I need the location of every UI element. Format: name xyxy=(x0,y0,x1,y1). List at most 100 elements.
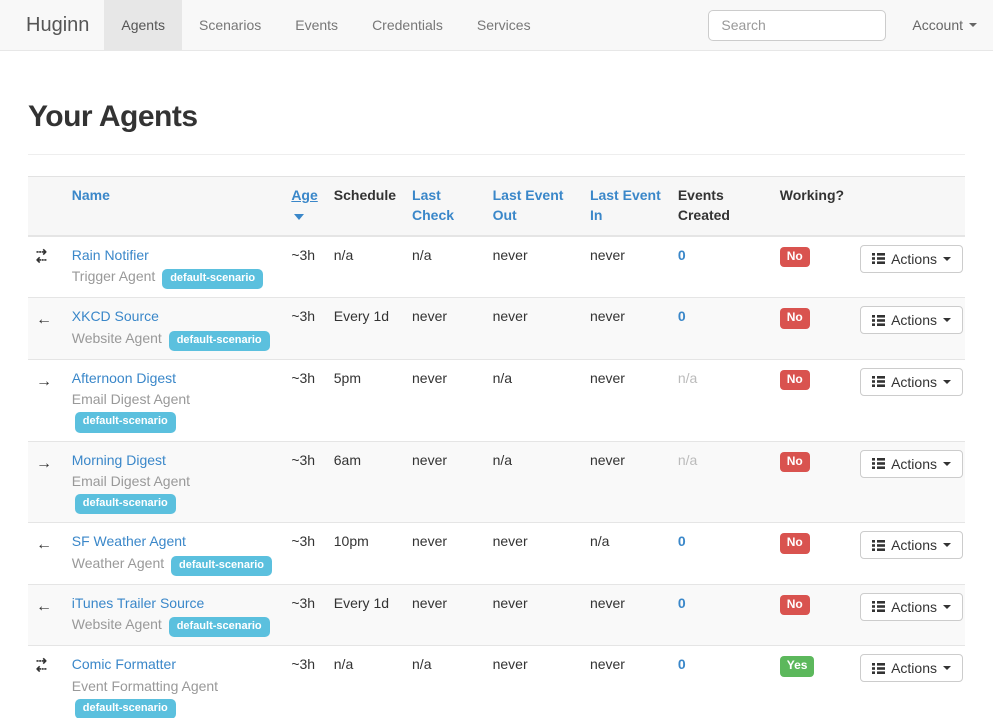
agent-name-link[interactable]: Comic Formatter xyxy=(71,656,176,673)
navbar: Huginn Agents Scenarios Events Credentials S… xyxy=(0,0,993,51)
actions-button[interactable]: Actions xyxy=(860,244,963,273)
agent-type-label: Email Digest Agent xyxy=(71,391,191,408)
last-event-in-cell: never xyxy=(581,440,670,523)
scenario-badge[interactable]: default-scenario xyxy=(74,494,176,515)
schedule-cell: 6am xyxy=(325,440,405,523)
right-arrow-icon: → xyxy=(36,454,52,472)
last-check-cell: n/a xyxy=(412,246,432,263)
schedule-cell: Every 1d xyxy=(325,297,405,360)
nav-tab-scenarios[interactable]: Scenarios xyxy=(198,17,262,33)
scenario-badge[interactable]: default-scenario xyxy=(74,698,176,718)
events-created-link[interactable]: 0 xyxy=(677,594,686,611)
direction-cell: ⇢ ⇠ xyxy=(28,236,64,298)
last-event-in-cell: never xyxy=(581,297,670,360)
actions-label: Actions xyxy=(891,250,937,267)
sort-link[interactable]: Last Event In xyxy=(589,187,661,223)
last-check-cell: never xyxy=(404,522,485,585)
agent-subline: Website Agent default-scenario xyxy=(72,614,276,638)
table-row: ← SF Weather Agent Weather Agent default… xyxy=(28,522,965,585)
last-event-out-cell: never xyxy=(492,246,528,263)
last-event-out-cell: n/a xyxy=(484,440,582,523)
actions-button[interactable]: Actions xyxy=(860,449,963,478)
name-cell: iTunes Trailer Source Website Agent defa… xyxy=(63,583,284,646)
scenario-badge[interactable]: default-scenario xyxy=(171,555,272,576)
last-event-in-cell: never xyxy=(581,645,670,718)
agents-table: Name Age Schedule Last Check Last Event Out L… xyxy=(28,176,965,718)
actions-label: Actions xyxy=(891,312,937,329)
scenario-badge[interactable]: default-scenario xyxy=(168,617,270,638)
nav-tab-agents[interactable]: Agents xyxy=(104,0,182,50)
column-header-events-created: Events Created xyxy=(669,176,772,237)
account-menu[interactable]: Account xyxy=(912,17,977,33)
last-check-cell: never xyxy=(404,297,485,360)
account-label: Account xyxy=(912,17,963,33)
sort-link[interactable]: Age xyxy=(291,187,318,203)
column-header-last-event-out: Last Event Out xyxy=(484,176,582,237)
age-cell: ~3h xyxy=(283,645,326,718)
nav-tab-services[interactable]: Services xyxy=(476,17,531,33)
direction-cell: → xyxy=(28,358,64,441)
agent-type-label: Weather Agent xyxy=(71,554,165,571)
last-event-out-cell: never xyxy=(484,522,582,585)
search-input[interactable] xyxy=(708,9,887,41)
events-created-link[interactable]: 0 xyxy=(677,246,686,263)
sort-link[interactable]: Last Check xyxy=(412,187,455,223)
last-event-in-cell: n/a xyxy=(581,522,670,585)
in-out-arrows-icon: ⇢ ⇠ xyxy=(36,653,47,677)
working-cell: No xyxy=(772,236,852,298)
status-badge: No xyxy=(779,594,810,616)
actions-button[interactable]: Actions xyxy=(860,654,963,683)
actions-button[interactable]: Actions xyxy=(860,306,963,335)
actions-label: Actions xyxy=(891,598,937,615)
column-header-working-: Working? xyxy=(771,176,853,237)
scenario-badge[interactable]: default-scenario xyxy=(162,269,264,290)
actions-cell: Actions xyxy=(852,583,965,646)
age-cell: ~3h xyxy=(283,358,326,441)
events-created-link[interactable]: 0 xyxy=(677,656,686,673)
age-cell: ~3h xyxy=(291,246,316,263)
events-created-link[interactable]: 0 xyxy=(677,533,686,550)
sort-link[interactable]: Name xyxy=(71,187,110,203)
age-cell: ~3h xyxy=(283,440,326,523)
agent-name-link[interactable]: Morning Digest xyxy=(71,451,166,468)
column-header-age: Age xyxy=(283,176,326,237)
chevron-down-icon xyxy=(969,23,977,27)
chevron-down-icon xyxy=(943,604,951,609)
direction-cell: ← xyxy=(28,583,64,646)
schedule-cell: 10pm xyxy=(325,522,405,585)
name-cell: XKCD Source Website Agent default-scenar… xyxy=(63,297,284,360)
agent-name-link[interactable]: SF Weather Agent xyxy=(71,533,186,550)
sort-desc-icon xyxy=(294,213,305,220)
agent-name-link[interactable]: XKCD Source xyxy=(71,308,159,325)
table-row: ← XKCD Source Website Agent default-scen… xyxy=(28,297,965,360)
events-created-link[interactable]: 0 xyxy=(677,308,686,325)
agent-name-link[interactable]: Afternoon Digest xyxy=(71,369,177,386)
column-header-last-event-in: Last Event In xyxy=(581,176,670,237)
name-cell: Comic Formatter Event Formatting Agent d… xyxy=(63,645,284,718)
actions-button[interactable]: Actions xyxy=(860,592,963,621)
column-header-schedule: Schedule xyxy=(325,176,405,237)
scenario-badge[interactable]: default-scenario xyxy=(168,330,270,351)
events-created-cell: n/a xyxy=(669,440,772,523)
nav-tab-events[interactable]: Events xyxy=(295,17,339,33)
agent-name-link[interactable]: iTunes Trailer Source xyxy=(71,594,205,611)
agent-name-link[interactable]: Rain Notifier xyxy=(71,246,149,263)
actions-button[interactable]: Actions xyxy=(860,531,963,560)
actions-button[interactable]: Actions xyxy=(860,367,963,396)
table-row: ← iTunes Trailer Source Website Agent de… xyxy=(28,583,965,646)
list-icon xyxy=(872,601,886,613)
age-cell: ~3h xyxy=(283,297,326,360)
last-check-cell: never xyxy=(404,440,485,523)
chevron-down-icon xyxy=(943,318,951,323)
last-event-out-cell: never xyxy=(484,297,582,360)
nav-tab-credentials[interactable]: Credentials xyxy=(372,17,443,33)
brand-logo[interactable]: Huginn xyxy=(26,13,90,36)
events-created-cell: 0 xyxy=(669,522,772,585)
sort-link[interactable]: Last Event Out xyxy=(492,187,564,223)
schedule-cell: n/a xyxy=(325,645,405,718)
events-created-cell: 0 xyxy=(669,297,772,360)
scenario-badge[interactable]: default-scenario xyxy=(74,412,176,433)
actions-cell: Actions xyxy=(852,522,965,585)
chevron-down-icon xyxy=(943,379,951,384)
events-created-value: n/a xyxy=(677,369,698,386)
